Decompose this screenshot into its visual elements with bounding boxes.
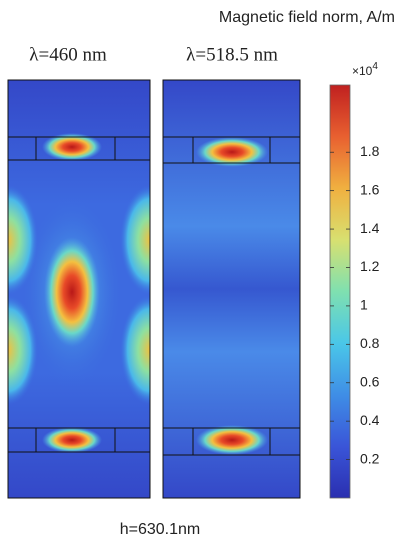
structure-outline: [162, 79, 301, 499]
structure-outline: [7, 79, 151, 499]
y-tick-label: 1.8: [360, 143, 380, 159]
panel-label: λ=460 nm: [29, 44, 107, 65]
chart-title: Magnetic field norm, A/m: [219, 9, 395, 26]
colorbar-scale: ×104: [352, 61, 378, 79]
y-tick-label: 1: [360, 297, 368, 313]
field-map: [163, 80, 300, 498]
x-axis-label: h=630.1nm: [120, 521, 201, 538]
field-map: [8, 80, 150, 498]
y-tick-label: 0.6: [360, 373, 380, 389]
panel-label: λ=518.5 nm: [186, 44, 278, 65]
y-tick-label: 1.2: [360, 258, 380, 274]
y-tick-label: 0.2: [360, 450, 380, 466]
colorbar-scale-base: ×10: [352, 64, 373, 78]
y-tick-label: 1.6: [360, 181, 380, 197]
colorbar: [329, 84, 351, 499]
colorbar-scale-power: 4: [372, 61, 378, 72]
y-tick-label: 0.4: [360, 412, 380, 428]
y-tick-label: 0.8: [360, 335, 380, 351]
y-tick-label: 1.4: [360, 220, 380, 236]
